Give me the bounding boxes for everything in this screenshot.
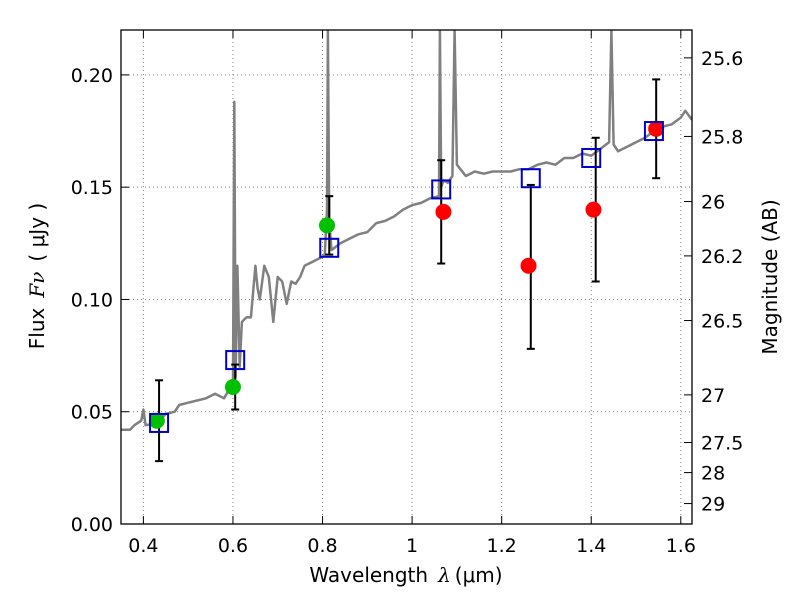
grid-lines	[121, 30, 692, 525]
red-data-point	[435, 203, 452, 220]
x-tick-label: 1.6	[666, 535, 696, 557]
red-data-point	[585, 201, 602, 218]
x-axis-label-text: Wavelength	[309, 563, 428, 587]
model-box	[581, 147, 602, 168]
y2-tick-label: 26.5	[701, 311, 743, 333]
y-tick-label: 0.05	[71, 402, 113, 424]
y-tick-label: 0.10	[71, 289, 113, 311]
plot-frame	[120, 29, 693, 525]
x-tick-label: 1.4	[576, 535, 606, 557]
y2-tick-label: 27.5	[701, 432, 743, 454]
red-data-point	[648, 120, 665, 137]
tick-layer: 0.4 0.6 0.8 1 1.2 1.4 1.6 0.00 0.05 0.10 0.15 0.20 2…	[71, 30, 743, 557]
y-tick-label: 0.20	[71, 65, 113, 87]
y2-tick-label: 28	[701, 463, 725, 485]
errorbar-layer	[155, 78, 661, 463]
x-tick-label: 1.2	[487, 535, 517, 557]
y-axis-label-unit: ( μJy )	[25, 203, 49, 262]
y-tick-label: 0.00	[71, 514, 113, 536]
model-box	[149, 412, 170, 433]
model-box	[520, 168, 541, 189]
red-data-point	[520, 257, 537, 274]
x-axis-label-symbol: λ	[437, 563, 451, 587]
x-axis-label: Wavelength λ (μm)	[309, 563, 502, 587]
x-axis-label-unit: (μm)	[455, 563, 503, 587]
model-box	[225, 350, 246, 371]
x-tick-label: 1	[406, 535, 418, 557]
model-box	[643, 121, 664, 142]
y2-tick-label: 29	[701, 494, 725, 516]
spectrum-layer	[121, 30, 692, 431]
green-data-point	[224, 379, 241, 396]
model-box-layer	[149, 121, 664, 433]
y-axis-label: Flux Fν ( μJy )	[25, 203, 49, 349]
green-data-point	[148, 412, 165, 429]
y2-axis-label: Magnitude (AB)	[758, 199, 782, 354]
x-tick-label: 0.4	[128, 535, 158, 557]
model-box	[431, 179, 452, 200]
spectrum-line	[121, 30, 692, 431]
points-layer	[148, 120, 665, 429]
y2-tick-label: 25.6	[701, 48, 743, 70]
y2-tick-label: 26	[701, 192, 725, 214]
y-tick-label: 0.15	[71, 177, 113, 199]
model-box	[319, 237, 340, 258]
y2-tick-label: 26.2	[701, 246, 743, 268]
x-tick-label: 0.6	[218, 535, 248, 557]
green-data-point	[319, 217, 336, 234]
y-axis-label-symbol: Fν	[25, 272, 49, 299]
y-axis-label-text: Flux	[25, 307, 49, 349]
y2-tick-label: 27	[701, 385, 725, 407]
y2-tick-label: 25.8	[701, 126, 743, 148]
x-tick-label: 0.8	[307, 535, 337, 557]
